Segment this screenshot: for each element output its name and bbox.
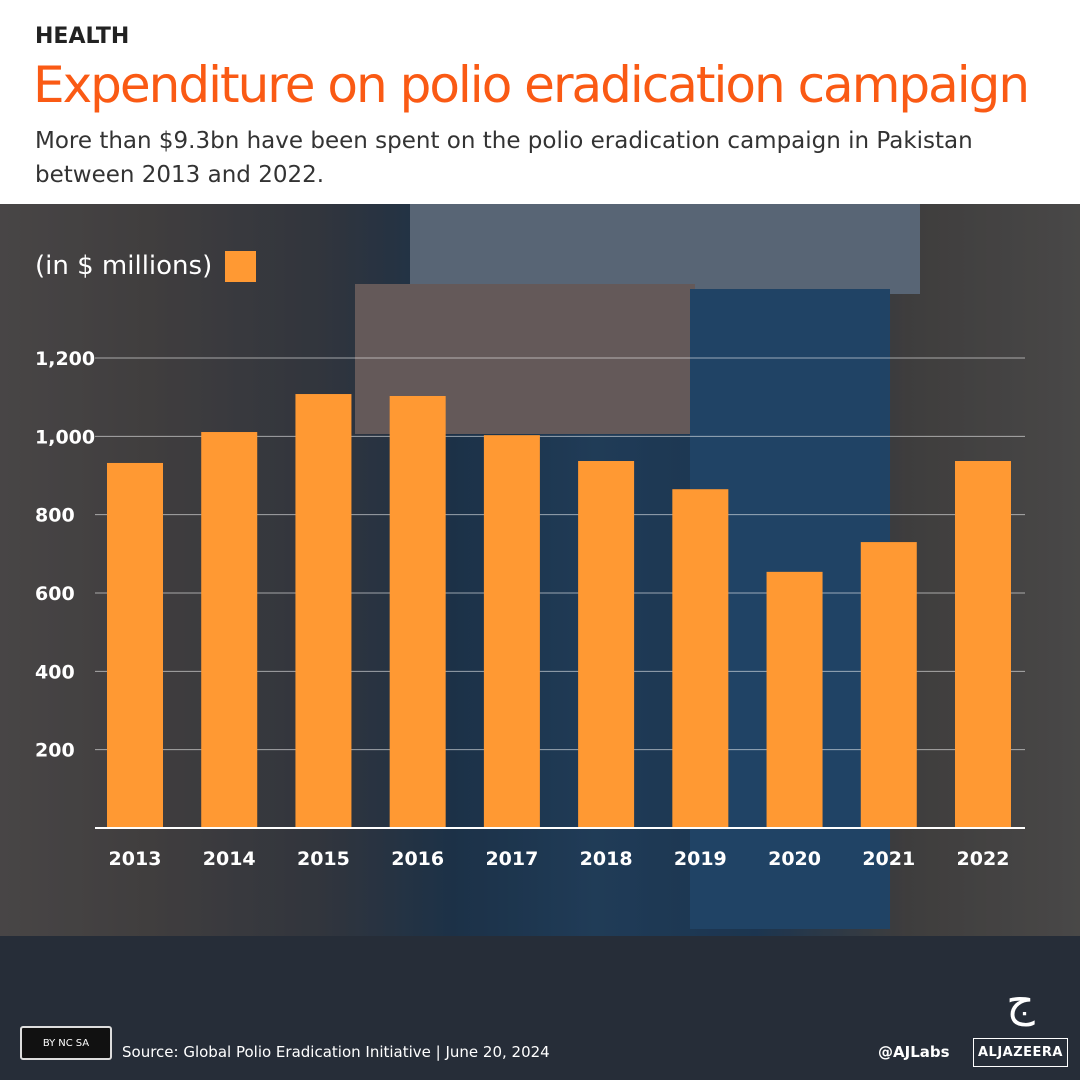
- x-tick-label: 2018: [580, 848, 633, 870]
- subtitle: More than $9.3bn have been spent on the …: [35, 128, 973, 188]
- aljazeera-calligraphy-icon: ج: [1006, 976, 1035, 1027]
- bar-chart: (in $ millions) 200 400 600 800 1,000 1,200 201…: [35, 251, 1025, 870]
- x-tick-label: 2015: [297, 848, 350, 870]
- social-handle: @AJLabs: [878, 1043, 950, 1061]
- background-photo: [0, 204, 1080, 936]
- unit-label: (in $ millions): [35, 251, 212, 281]
- bar-2018: [578, 461, 635, 828]
- y-tick-label: 800: [35, 505, 75, 527]
- x-tick-label: 2017: [485, 848, 538, 870]
- bar-2019: [672, 489, 729, 828]
- y-tick-label: 1,000: [35, 426, 95, 448]
- source-text: Source: Global Polio Eradication Initiat…: [122, 1043, 550, 1061]
- bar-2014: [201, 432, 258, 828]
- kicker: HEALTH: [35, 24, 130, 49]
- bar-2017: [483, 435, 540, 828]
- x-tick-label: 2022: [957, 848, 1010, 870]
- y-tick-label: 200: [35, 740, 75, 762]
- bar-2022: [955, 461, 1011, 828]
- bar-2013: [107, 462, 163, 828]
- brand-name: ALJAZEERA: [973, 1038, 1068, 1067]
- bar-2021: [860, 542, 917, 828]
- x-tick-label: 2021: [862, 848, 915, 870]
- footer: [0, 936, 1080, 1080]
- bar-2015: [295, 394, 352, 828]
- x-tick-label: 2016: [391, 848, 444, 870]
- page-title: Expenditure on polio eradication campaig…: [33, 56, 1030, 114]
- creative-commons-icon: BY NC SA: [20, 1026, 112, 1060]
- x-tick-label: 2013: [109, 848, 162, 870]
- bar-2020: [766, 571, 823, 828]
- license-sa: SA: [75, 1037, 90, 1049]
- bar-2016: [389, 395, 446, 828]
- aljazeera-logo: ج ALJAZEERA: [973, 970, 1068, 1067]
- x-tick-label: 2019: [674, 848, 727, 870]
- license-nc: NC: [58, 1037, 73, 1049]
- x-tick-label: 2014: [203, 848, 256, 870]
- legend-swatch: [225, 251, 256, 282]
- license-by: BY: [42, 1037, 56, 1049]
- y-tick-label: 1,200: [35, 348, 95, 370]
- y-tick-label: 600: [35, 583, 75, 605]
- y-tick-label: 400: [35, 661, 75, 683]
- x-tick-label: 2020: [768, 848, 821, 870]
